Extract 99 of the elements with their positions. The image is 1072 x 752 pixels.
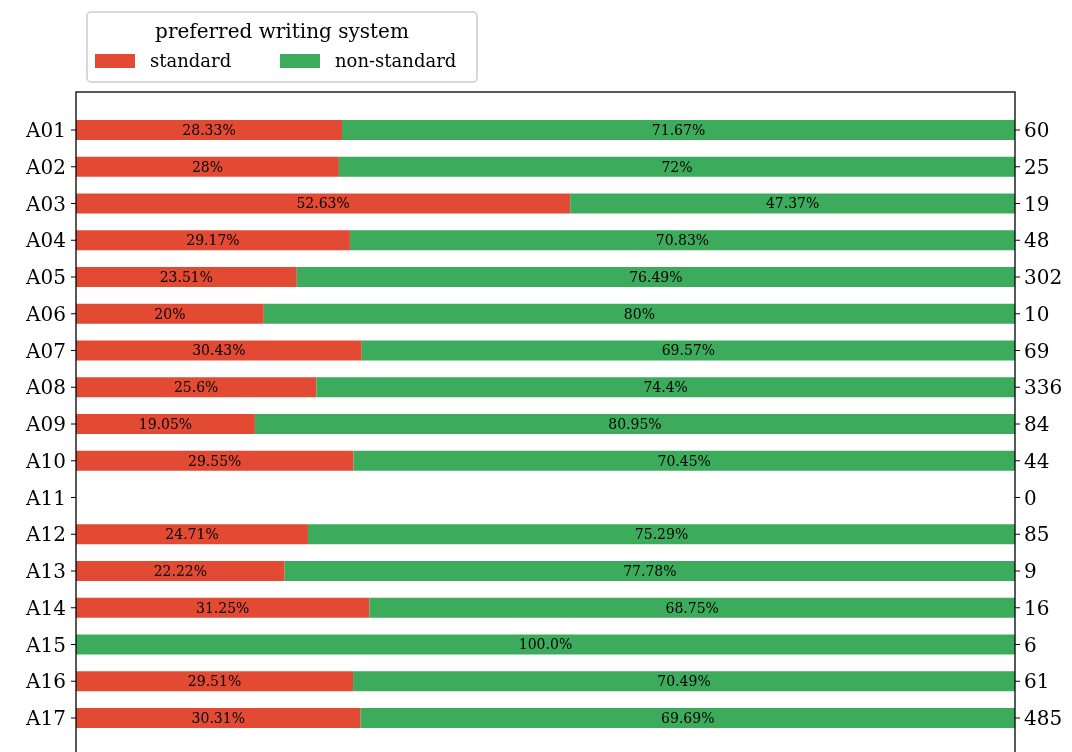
y2-tick-label: 85 [1024, 522, 1050, 547]
y2-tick-label: 84 [1024, 412, 1050, 436]
y-tick-label: A08 [25, 375, 66, 400]
data-label: 77.78% [623, 562, 677, 579]
data-label: 24.71% [165, 526, 219, 543]
bar [353, 671, 1015, 692]
y2-tick-label: 44 [1024, 448, 1050, 473]
data-label: 76.49% [629, 268, 683, 285]
y2-tick-label: 69 [1024, 338, 1050, 363]
y-tick-label: A07 [25, 338, 66, 363]
bar [76, 303, 264, 324]
data-label: 47.37% [765, 195, 820, 212]
y-tick-label: A09 [25, 412, 66, 436]
y2-tick-label: 6 [1024, 632, 1037, 657]
y2-tick-label: 60 [1024, 118, 1050, 142]
y2-tick-label: 19 [1024, 191, 1050, 216]
bar [254, 414, 1015, 434]
data-label: 70.49% [657, 673, 711, 690]
legend-label: non-standard [335, 50, 457, 72]
data-label: 80% [623, 305, 655, 322]
bar [76, 377, 317, 398]
data-label: 30.43% [192, 342, 246, 359]
y-tick-label: A05 [25, 265, 66, 289]
data-label: 69.57% [661, 342, 716, 359]
y-tick-label: A02 [25, 154, 66, 179]
bar [570, 193, 1015, 214]
data-label: 22.22% [153, 562, 208, 579]
bar [369, 597, 1015, 618]
data-label: 100.0% [518, 636, 573, 653]
data-label: 29.55% [188, 452, 242, 469]
bar [76, 671, 354, 692]
data-label: 70.83% [655, 232, 710, 249]
bar [76, 230, 350, 251]
bar [342, 120, 1015, 140]
data-label: 68.75% [665, 599, 719, 616]
bar [349, 230, 1015, 251]
data-label: 69.69% [661, 709, 715, 726]
data-label: 19.05% [138, 415, 193, 432]
data-label: 31.25% [196, 599, 250, 616]
bar [76, 340, 362, 361]
y-tick-label: A16 [25, 669, 66, 694]
data-label: 75.29% [634, 526, 689, 543]
bar [316, 377, 1015, 398]
data-label: 20% [154, 305, 186, 322]
bar [296, 267, 1015, 287]
data-label: 30.31% [191, 709, 245, 726]
y-tick-label: A04 [25, 228, 66, 253]
y2-tick-label: 336 [1024, 375, 1063, 400]
bar [360, 708, 1015, 728]
y2-tick-label: 48 [1024, 228, 1050, 253]
bar [76, 597, 370, 618]
y-tick-label: A03 [25, 191, 66, 216]
y-tick-label: A14 [25, 595, 66, 620]
y2-tick-label: 485 [1024, 706, 1063, 730]
bar [76, 120, 343, 140]
data-label: 28% [191, 158, 224, 175]
bar [263, 303, 1015, 324]
y-tick-label: A11 [25, 485, 66, 510]
bar [76, 193, 571, 214]
y2-tick-label: 16 [1024, 595, 1050, 620]
data-label: 29.51% [187, 673, 242, 690]
y2-tick-label: 302 [1024, 265, 1063, 289]
bar [76, 524, 309, 545]
data-label: 23.51% [159, 268, 214, 285]
bar [76, 634, 1015, 655]
legend-title: preferred writing system [155, 19, 409, 43]
data-label: 72% [661, 158, 693, 175]
data-label: 52.63% [296, 195, 350, 212]
bar [76, 414, 255, 434]
data-label: 29.17% [186, 232, 240, 249]
bar [76, 156, 339, 177]
y2-tick-label: 61 [1024, 669, 1050, 694]
y2-tick-label: 0 [1024, 485, 1037, 510]
y-tick-label: A01 [25, 118, 66, 142]
y-tick-label: A17 [25, 706, 66, 730]
data-label: 71.67% [651, 121, 706, 138]
y2-tick-label: 9 [1024, 559, 1037, 583]
bar [308, 524, 1015, 545]
data-label: 74.4% [643, 379, 688, 396]
bar [361, 340, 1015, 361]
bar [76, 561, 285, 581]
y-tick-label: A10 [25, 448, 66, 473]
data-label: 80.95% [608, 415, 662, 432]
y2-tick-label: 10 [1024, 301, 1050, 326]
bar [76, 450, 354, 471]
bar [76, 708, 361, 728]
y-tick-label: A13 [25, 559, 66, 583]
y-tick-label: A06 [25, 301, 66, 326]
data-label: 70.45% [657, 452, 711, 469]
data-label: 28.33% [182, 121, 236, 138]
data-label: 25.6% [173, 379, 219, 396]
legend-label: standard [150, 50, 232, 72]
y-tick-label: A12 [25, 522, 66, 547]
y2-tick-label: 25 [1024, 154, 1050, 179]
bar [353, 450, 1015, 471]
bar [284, 561, 1015, 581]
bar [338, 156, 1015, 177]
y-tick-label: A15 [25, 632, 66, 657]
bar [76, 267, 297, 287]
